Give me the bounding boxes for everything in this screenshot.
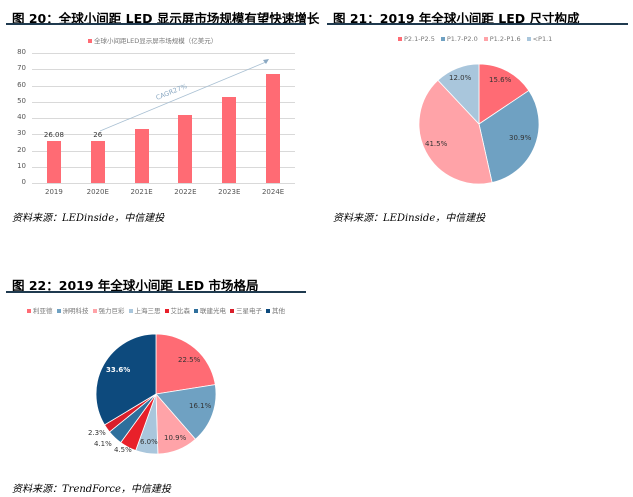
bar xyxy=(134,129,149,183)
figure-22-title: 图 22：2019 年全球小间距 LED 市场格局 xyxy=(12,278,259,293)
figure-21-legend: P2.1-P2.5 P1.7-P2.0 P1.2-P1.6 <P1.1 xyxy=(398,35,552,43)
legend-swatch-icon xyxy=(164,309,169,313)
legend-swatch-icon xyxy=(27,309,31,313)
y-tick-label: 20 xyxy=(17,145,26,154)
pie-slice xyxy=(155,333,216,395)
figure-21-title: 图 21：2019 年全球小间距 LED 尺寸构成 xyxy=(333,11,580,26)
pie-value-label: 16.1% xyxy=(189,402,212,410)
gridline xyxy=(32,150,295,152)
legend-swatch-icon xyxy=(526,37,531,41)
y-tick-label: 80 xyxy=(17,48,26,56)
legend-item: P1.7-P2.0 xyxy=(440,35,478,43)
legend-item: 其他 xyxy=(266,305,285,315)
pie-value-label: 22.5% xyxy=(178,356,201,364)
gridline xyxy=(32,134,295,136)
legend-swatch-icon xyxy=(230,309,234,313)
pie-value-label: 30.9% xyxy=(509,134,532,142)
legend-swatch-icon xyxy=(56,309,61,313)
x-tick-label: 2023E xyxy=(218,188,241,196)
legend-item: 三星电子 xyxy=(230,305,262,315)
figure-20-source: 资料来源：LEDinside，中信建投 xyxy=(12,213,165,224)
gridline xyxy=(32,166,295,168)
bar xyxy=(178,114,193,183)
figure-22-rule xyxy=(6,291,306,293)
pie-value-label: 6.0% xyxy=(140,438,158,446)
figure-21-rule xyxy=(327,23,628,25)
bar xyxy=(222,96,237,183)
pie-value-label: 10.9% xyxy=(164,434,187,442)
y-tick-label: 60 xyxy=(17,80,26,89)
gridline xyxy=(32,118,295,119)
x-tick-label: 2019 xyxy=(44,188,63,196)
legend-item: 艾比森 xyxy=(164,305,190,315)
pie-value-label: 4.1% xyxy=(94,440,112,448)
legend-item: P1.2-P1.6 xyxy=(483,35,521,43)
figure-22-legend: 利亚德 洲明科技 强力巨彩 上海三思 艾比森 联建光电 三星电子 其他 xyxy=(27,305,285,315)
pie-slice xyxy=(437,63,480,126)
gridline xyxy=(32,101,295,103)
pie-value-label: 4.5% xyxy=(114,446,132,454)
bar xyxy=(46,140,61,183)
legend-swatch-icon xyxy=(483,37,488,41)
pie-slice xyxy=(95,333,157,426)
pie-value-label: 12.0% xyxy=(449,74,472,82)
y-tick-label: 30 xyxy=(17,129,26,138)
data-label: 26 xyxy=(93,130,103,139)
bar xyxy=(266,74,281,183)
legend-swatch-icon xyxy=(266,309,270,313)
x-tick-label: 2022E xyxy=(174,188,197,196)
data-label: 26.08 xyxy=(43,130,64,139)
bar xyxy=(90,140,105,183)
x-tick-label: 2021E xyxy=(130,188,153,196)
y-tick-label: 10 xyxy=(17,161,26,170)
y-tick-label: 70 xyxy=(17,64,26,73)
gridline xyxy=(32,69,295,71)
legend-swatch-icon xyxy=(128,309,133,313)
x-tick-label: 2024E xyxy=(261,188,285,196)
gridline xyxy=(32,85,295,87)
legend-swatch-icon xyxy=(92,309,97,313)
legend-swatch-icon xyxy=(398,37,402,41)
cagr-arrow-icon xyxy=(99,59,269,132)
legend-item: 利亚德 xyxy=(27,305,53,315)
figure-20-title: 图 20：全球小间距 LED 显示屏市场规模有望快速增长 xyxy=(12,11,320,26)
pie-slice xyxy=(155,384,217,440)
legend-item: 联建光电 xyxy=(194,305,226,315)
x-tick-label: 2020E xyxy=(86,188,109,196)
y-tick-label: 50 xyxy=(17,96,26,105)
figure-21-source: 资料来源：LEDinside，中信建投 xyxy=(333,213,486,224)
pie-slice xyxy=(478,63,530,125)
pie-value-label: 15.6% xyxy=(489,76,512,84)
pie-value-label: 2.3% xyxy=(88,429,106,437)
legend-swatch-icon xyxy=(194,309,198,313)
market-share-pie-chart xyxy=(95,333,217,455)
pie-slice xyxy=(478,90,540,184)
legend-item: 强力巨彩 xyxy=(92,305,125,315)
pie-value-label: 41.5% xyxy=(425,140,448,148)
legend-item: 洲明科技 xyxy=(56,305,89,315)
legend-swatch-icon xyxy=(88,39,92,43)
figure-22-source: 资料来源：TrendForce，中信建投 xyxy=(12,484,171,495)
gridline xyxy=(32,183,295,184)
legend-swatch-icon xyxy=(440,37,445,41)
y-tick-label: 0 xyxy=(21,178,26,186)
size-pie-chart xyxy=(418,63,540,185)
pie-value-label: 33.6% xyxy=(106,366,131,374)
legend-item: <P1.1 xyxy=(526,35,552,43)
figure-20-rule xyxy=(6,23,306,25)
legend-label: 全球小间距LED显示屏市场规模（亿美元） xyxy=(94,37,218,45)
legend-item: 上海三思 xyxy=(128,305,161,315)
pie-slice xyxy=(418,79,493,185)
figure-20-legend: 全球小间距LED显示屏市场规模（亿美元） xyxy=(88,35,217,45)
gridline xyxy=(32,53,295,54)
legend-item: P2.1-P2.5 xyxy=(398,35,435,43)
y-tick-label: 40 xyxy=(17,113,26,121)
